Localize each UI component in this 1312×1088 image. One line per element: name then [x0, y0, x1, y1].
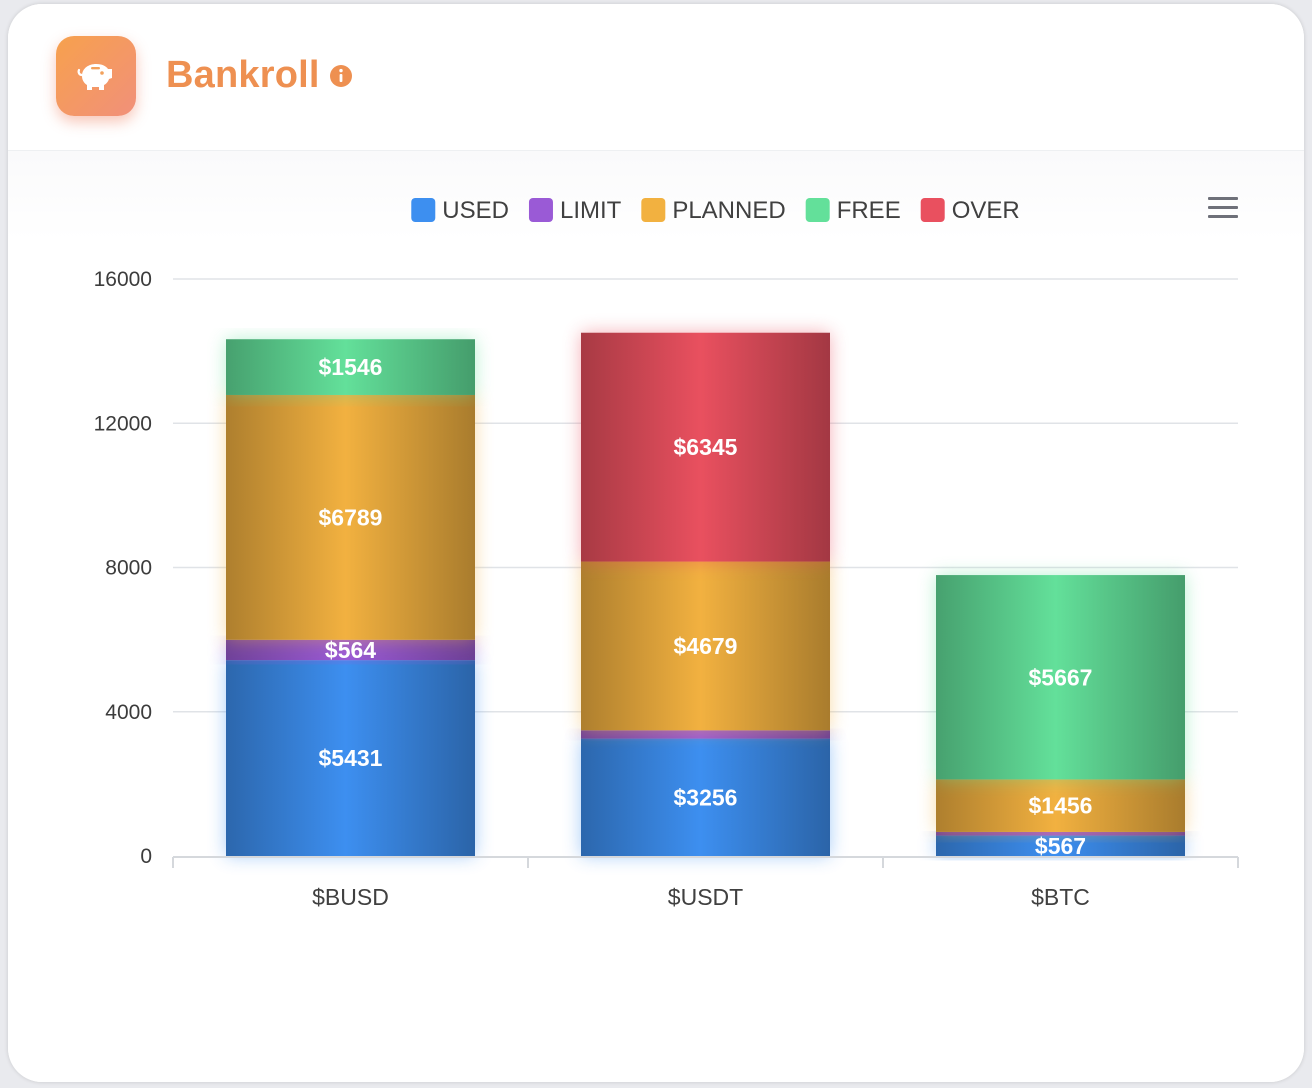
legend-swatch — [641, 198, 666, 222]
x-tick-label: $USDT — [668, 884, 743, 910]
x-axis: $BUSD $USDT $BTC — [172, 856, 1239, 910]
bar-segment-used-2[interactable] — [936, 835, 1185, 856]
piggy-bank-icon — [56, 36, 136, 116]
legend-label: OVER — [952, 197, 1020, 224]
legend-swatch — [411, 198, 436, 222]
legend-item-limit[interactable]: LIMIT — [528, 197, 622, 224]
legend: USED LIMIT PLANNED FREE OVER — [411, 197, 1020, 224]
data-label: $4679 — [674, 633, 738, 659]
legend-swatch — [805, 198, 830, 222]
y-tick-label: 0 — [140, 845, 152, 868]
x-tick-label: $BTC — [1031, 884, 1090, 910]
bankroll-card: Bankroll 0 4000 8000 12000 16000 $5431 $564 $6… — [8, 4, 1304, 1082]
bar-segment-used-1[interactable] — [581, 738, 830, 856]
data-label: $1456 — [1029, 793, 1093, 819]
hamburger-menu-icon[interactable] — [1206, 196, 1240, 222]
legend-label: PLANNED — [672, 197, 785, 224]
legend-item-planned[interactable]: PLANNED — [641, 197, 786, 224]
data-label: $564 — [325, 637, 376, 663]
legend-item-used[interactable]: USED — [411, 197, 509, 224]
data-label: $5667 — [1029, 664, 1093, 690]
bar-segment-free-2[interactable] — [936, 575, 1185, 780]
legend-swatch — [920, 198, 945, 222]
y-axis-ticks: 0 4000 8000 12000 16000 — [94, 268, 152, 868]
legend-label: LIMIT — [560, 197, 622, 224]
bar-segment-limit-2[interactable] — [936, 831, 1185, 836]
info-icon[interactable] — [329, 64, 353, 88]
bar-segment-free-0[interactable] — [226, 339, 475, 395]
page-title: Bankroll — [166, 54, 320, 96]
bar-segment-limit-0[interactable] — [226, 639, 475, 661]
data-label: $6789 — [319, 504, 383, 530]
bars — [226, 332, 1185, 856]
data-label: $3256 — [674, 784, 738, 810]
menu-line — [1208, 197, 1238, 200]
bar-segment-planned-0[interactable] — [226, 394, 475, 640]
y-tick-label: 8000 — [105, 557, 152, 580]
y-tick-label: 4000 — [105, 701, 152, 724]
menu-line — [1208, 206, 1238, 209]
legend-label: USED — [442, 197, 509, 224]
bar-segment-limit-1[interactable] — [581, 730, 830, 739]
bar-segment-over-1[interactable] — [581, 332, 830, 562]
legend-item-free[interactable]: FREE — [805, 197, 901, 224]
data-label: $1546 — [319, 354, 383, 380]
legend-label: FREE — [837, 197, 901, 224]
card-header: Bankroll — [8, 4, 1304, 151]
y-tick-label: 16000 — [94, 268, 152, 291]
data-label: $5431 — [319, 745, 383, 771]
y-tick-label: 12000 — [94, 412, 152, 435]
x-tick-label: $BUSD — [312, 884, 389, 910]
bar-segment-planned-2[interactable] — [936, 779, 1185, 832]
legend-item-over[interactable]: OVER — [920, 197, 1020, 224]
data-label: $6345 — [674, 434, 738, 460]
legend-swatch — [528, 198, 553, 222]
bar-segment-used-0[interactable] — [226, 660, 475, 856]
data-label: $567 — [1035, 833, 1086, 859]
menu-line — [1208, 215, 1238, 218]
data-labels: $5431 $564 $6789 $1546 $3256 $4679 $6345 $567 $1… — [319, 354, 1093, 859]
bar-segment-planned-1[interactable] — [581, 561, 830, 731]
